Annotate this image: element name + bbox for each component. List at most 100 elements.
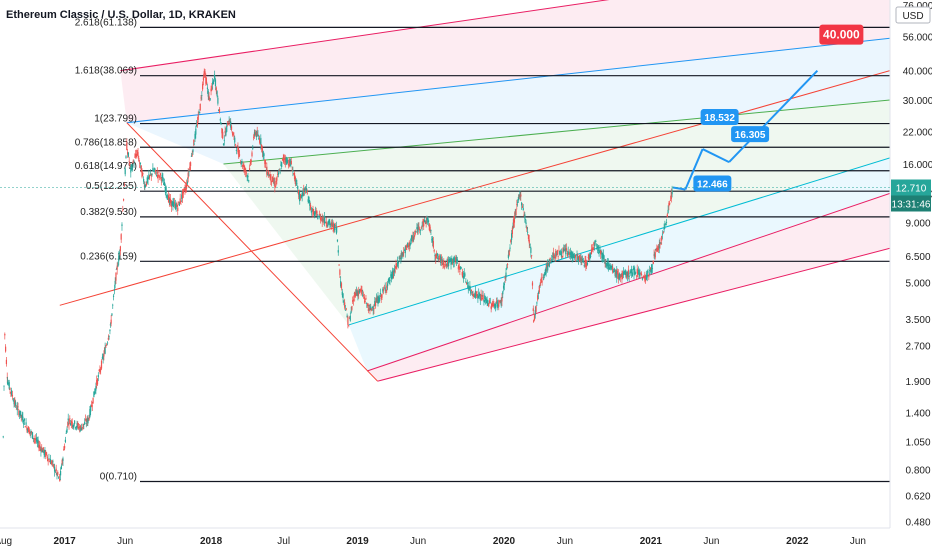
candle (418, 222, 420, 230)
candle-body (197, 114, 199, 120)
candle (374, 297, 376, 307)
candle-body (16, 406, 18, 411)
candle (192, 148, 194, 155)
candle (196, 116, 199, 128)
candle-body (285, 157, 287, 163)
candle-body (466, 282, 468, 285)
candle (176, 201, 178, 208)
candle-body (593, 242, 595, 246)
candle-body (503, 283, 505, 286)
candle-body (314, 211, 316, 214)
candle (654, 248, 656, 260)
candle (82, 423, 84, 430)
candle-body (429, 226, 431, 231)
candle-body (437, 257, 439, 259)
candle (361, 285, 363, 295)
candle (590, 244, 593, 255)
candle-body (195, 128, 197, 135)
candle (267, 171, 269, 176)
candle-body (625, 271, 627, 278)
candle (640, 272, 642, 275)
candle-body (205, 77, 207, 84)
candle-body (650, 269, 652, 273)
candle (510, 238, 512, 244)
candle-body (519, 191, 521, 198)
candle-body (217, 97, 219, 104)
candle (561, 255, 563, 259)
candle (380, 294, 382, 303)
currency-badge[interactable]: USD (895, 6, 931, 24)
candle-body (594, 245, 596, 246)
candle (13, 397, 15, 408)
candle-body (55, 468, 57, 472)
candle-body (462, 275, 465, 279)
candle-body (79, 427, 81, 432)
candle (112, 303, 114, 309)
candle-body (225, 131, 227, 136)
candle (608, 263, 611, 270)
candle-body (446, 263, 448, 266)
candle-body (434, 254, 436, 257)
candle-body (163, 182, 165, 186)
candle (287, 158, 289, 164)
candle-body (546, 264, 548, 268)
candle (275, 177, 277, 187)
candle-body (432, 241, 434, 248)
pitchfork-line-1 (126, 37, 891, 124)
candle-body (377, 296, 379, 304)
candle-body (202, 77, 205, 81)
candle-body (542, 277, 544, 278)
candle-body (480, 293, 482, 297)
candle-body (536, 302, 538, 304)
candle-body (411, 235, 413, 240)
candle (517, 199, 519, 207)
candle (281, 161, 283, 170)
candle (396, 262, 398, 270)
candle-body (532, 308, 534, 312)
candle-body (340, 283, 343, 289)
candle (574, 252, 576, 260)
candle (371, 306, 373, 311)
candle-body (558, 250, 560, 252)
candle-body (290, 161, 292, 165)
candle-body (563, 249, 565, 252)
candle (142, 172, 144, 177)
candle-body (124, 168, 126, 175)
time-axis[interactable]: Aug2017Jun2018Jul2019Jun2020Jun2021Jun20… (0, 527, 890, 547)
candle (57, 476, 60, 479)
candle-body (569, 252, 572, 256)
candle-body (641, 278, 644, 280)
candle (39, 442, 41, 451)
candle (246, 174, 248, 182)
candle (189, 161, 192, 171)
candle-body (509, 247, 511, 249)
candle (387, 278, 390, 284)
candle (44, 446, 46, 457)
candle (109, 322, 111, 328)
candle-body (306, 193, 308, 195)
candle (630, 268, 632, 276)
candle-body (109, 324, 111, 326)
candle-body (513, 215, 516, 223)
candle (448, 256, 450, 270)
candle-body (568, 252, 570, 254)
candle-body (478, 293, 481, 297)
candle-body (183, 187, 185, 190)
candle (67, 421, 69, 428)
candle-body (144, 184, 146, 188)
candle (53, 463, 55, 469)
candle (336, 221, 338, 235)
candle-body (28, 429, 30, 434)
candle (173, 197, 176, 209)
candle (66, 426, 68, 433)
candle (5, 357, 8, 367)
candle (357, 289, 359, 301)
candle (354, 291, 356, 302)
candle (656, 244, 658, 253)
candle-body (74, 420, 76, 424)
candle-body (323, 220, 325, 222)
candle-body (380, 295, 382, 299)
time-tick-12: Jun (850, 536, 866, 547)
candle (517, 194, 520, 203)
